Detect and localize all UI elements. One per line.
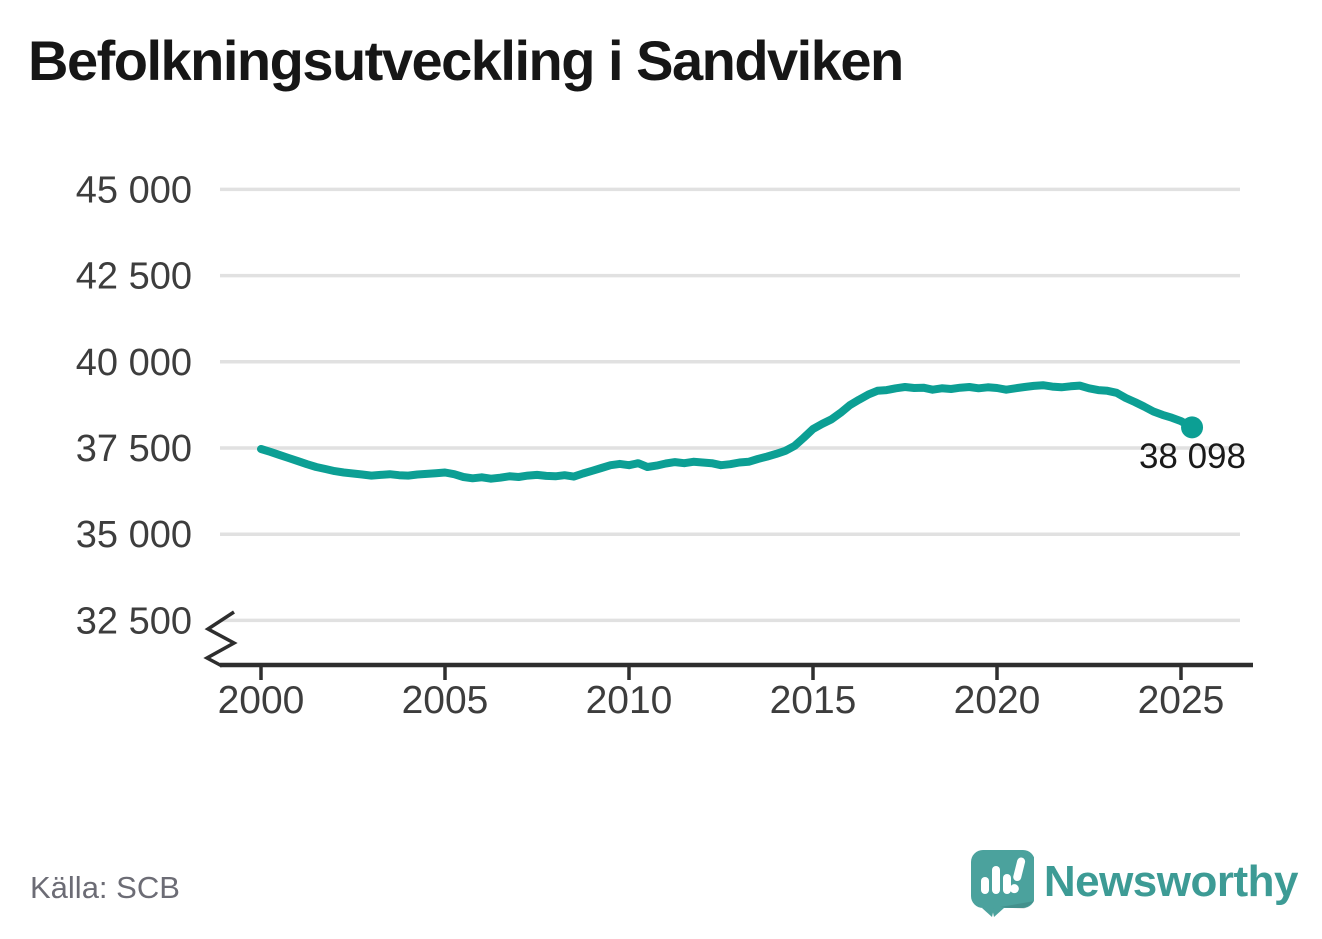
y-axis-tick-label: 45 000 bbox=[76, 169, 192, 211]
newsworthy-wordmark: Newsworthy bbox=[1043, 857, 1299, 906]
x-axis-tick-label: 2010 bbox=[586, 679, 673, 722]
x-axis-tick-label: 2020 bbox=[954, 679, 1041, 722]
newsworthy-branding: Newsworthy bbox=[966, 845, 1299, 917]
last-point-marker bbox=[1181, 416, 1204, 439]
x-axis-tick-label: 2005 bbox=[402, 679, 489, 722]
chart-title: Befolkningsutveckling i Sandviken bbox=[28, 29, 904, 92]
x-axis-tick-label: 2015 bbox=[770, 679, 857, 722]
y-axis-tick-label: 32 500 bbox=[76, 600, 192, 642]
last-value-label: 38 098 bbox=[1139, 437, 1246, 476]
y-axis-tick-label: 42 500 bbox=[76, 256, 192, 298]
x-axis-tick-label: 2000 bbox=[218, 679, 305, 722]
axis-break-zigzag-icon bbox=[203, 610, 238, 668]
speech-bubble-bar-chart-icon bbox=[970, 850, 1034, 917]
source-attribution: Källa: SCB bbox=[30, 870, 180, 905]
y-axis-tick-label: 35 000 bbox=[76, 514, 192, 556]
population-line bbox=[257, 381, 1196, 483]
x-axis-tick-label: 2025 bbox=[1138, 679, 1225, 722]
y-axis-tick-label: 37 500 bbox=[76, 428, 192, 470]
y-axis-tick-label: 40 000 bbox=[76, 342, 192, 384]
